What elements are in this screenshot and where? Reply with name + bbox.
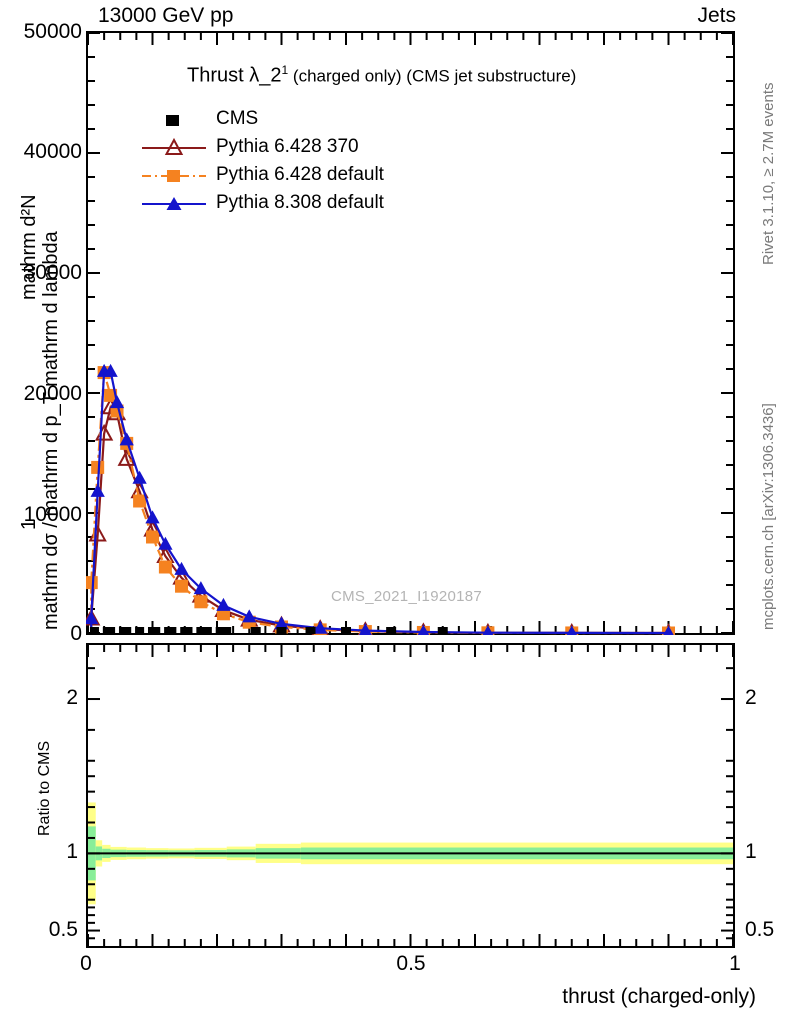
ytick-label-0: 0 — [70, 622, 82, 645]
legend-label-pythia6-370: Pythia 6.428 370 — [216, 136, 359, 157]
ratio-ytick-label-1-left: 1 — [66, 840, 78, 864]
header-right-category: Jets — [697, 4, 736, 27]
plot-title-lambda-superscript: 1 — [281, 63, 289, 77]
ratio-plot-canvas — [87, 645, 734, 946]
legend-key-cms — [140, 106, 208, 134]
ratio-y-ticks — [88, 667, 733, 940]
x-axis-title: thrust (charged-only) — [562, 985, 756, 1008]
ytick-label-20000: 20000 — [23, 382, 82, 405]
ytick-label-30000: 30000 — [23, 261, 82, 284]
plot-title-rest: (charged only) (CMS jet substructure) — [288, 66, 577, 86]
ytick-label-10000: 10000 — [23, 503, 82, 526]
plot-title-main: Thrust — [187, 64, 250, 87]
ratio-ytick-label-2-right: 2 — [745, 686, 757, 710]
legend-label-pythia8-default: Pythia 8.308 default — [216, 192, 384, 213]
ratio-ytick-label-05-right: 0.5 — [745, 917, 775, 941]
ytick-label-40000: 40000 — [23, 140, 82, 163]
main-x-ticks-top — [87, 33, 734, 45]
ratio-x-ticks — [87, 934, 734, 946]
ratio-y-axis-title: Ratio to CMS — [36, 740, 53, 836]
xtick-label-05: 0.5 — [396, 952, 426, 975]
mcplots-source-text: mcplots.cern.ch [arXiv:1306.3436] — [760, 403, 777, 630]
ratio-ytick-label-05-left: 0.5 — [48, 917, 78, 941]
xtick-label-0: 0 — [80, 952, 92, 975]
ratio-x-ticks-top — [87, 645, 734, 657]
legend-label-cms: CMS — [216, 108, 259, 129]
plot-title-lambda: λ_2 — [249, 64, 282, 87]
y-axis-title-one: 1 — [18, 518, 40, 530]
main-series-group — [86, 363, 676, 635]
rivet-version-text: Rivet 3.1.10, ≥ 2.7M events — [760, 82, 777, 266]
main-plot-canvas — [86, 32, 734, 635]
y-axis-title-numerator: mathrm d²N — [18, 194, 40, 300]
xtick-label-1: 1 — [729, 952, 741, 975]
main-plot-frame — [86, 31, 735, 635]
header-left-energy: 13000 GeV pp — [98, 4, 234, 27]
ytick-label-50000: 50000 — [23, 20, 82, 43]
analysis-watermark: CMS_2021_I1920187 — [331, 588, 483, 605]
legend-key-pythia6-370 — [140, 134, 208, 162]
ratio-plot-frame — [86, 643, 735, 948]
legend-label-pythia6-default: Pythia 6.428 default — [216, 164, 384, 185]
cms-data-markers — [89, 627, 448, 634]
plot-title: Thrust λ_21 (charged only) (CMS jet subs… — [187, 63, 576, 88]
y-axis-title-main: mathrm dσ / mathrm d p_T mathrm d lambda — [40, 231, 62, 630]
ratio-ytick-label-2-left: 2 — [66, 686, 78, 710]
legend-key-pythia6-default — [140, 162, 208, 190]
ratio-ytick-label-1-right: 1 — [745, 840, 757, 864]
legend-key-pythia8-default — [140, 190, 208, 218]
